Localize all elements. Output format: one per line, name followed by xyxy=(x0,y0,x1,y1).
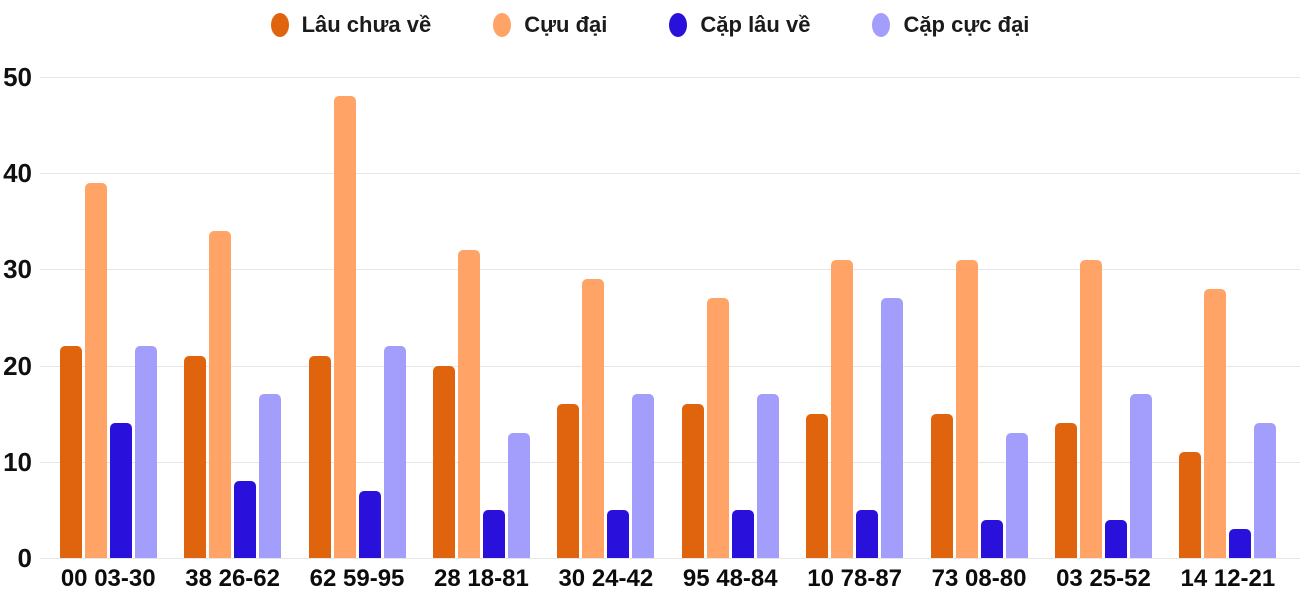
bar-group xyxy=(917,77,1041,558)
bar-group xyxy=(544,77,668,558)
bar[interactable] xyxy=(1254,423,1277,558)
legend-label: Cặp lâu về xyxy=(700,12,811,37)
y-axis: 0 10 20 30 40 50 xyxy=(0,64,40,571)
legend-item[interactable]: Cặp lâu về xyxy=(669,12,810,38)
bar[interactable] xyxy=(1005,432,1028,558)
bar[interactable] xyxy=(134,346,157,558)
x-tick-label: 30 24-42 xyxy=(558,565,654,592)
bar[interactable] xyxy=(806,413,829,558)
bar[interactable] xyxy=(1179,452,1202,558)
gridline xyxy=(40,461,1300,463)
bar[interactable] xyxy=(383,346,406,558)
bar-group xyxy=(1041,77,1165,558)
bar[interactable] xyxy=(432,365,455,558)
legend-marker-icon xyxy=(872,13,891,37)
bar[interactable] xyxy=(109,423,132,558)
legend-label: Cặp cực đại xyxy=(903,12,1030,37)
chart-area: 0 10 20 30 40 50 xyxy=(0,64,1300,571)
legend-marker-icon xyxy=(270,13,289,37)
gridline xyxy=(40,365,1300,367)
bar[interactable] xyxy=(980,519,1003,558)
bar[interactable] xyxy=(234,481,257,558)
legend-label: Cựu đại xyxy=(524,12,608,37)
bar-group xyxy=(792,77,916,558)
bar[interactable] xyxy=(1129,394,1152,558)
bar[interactable] xyxy=(308,355,331,558)
bar[interactable] xyxy=(507,432,530,558)
bar[interactable] xyxy=(457,250,480,558)
x-tick-label: 95 48-84 xyxy=(682,565,778,592)
x-tick-label: 03 25-52 xyxy=(1056,565,1151,592)
x-tick-label: 73 08-80 xyxy=(931,565,1027,592)
legend-marker-icon xyxy=(669,13,688,37)
gridline xyxy=(40,77,1300,78)
bar[interactable] xyxy=(582,279,605,558)
y-tick-label: 30 xyxy=(3,254,32,285)
bar-group xyxy=(1166,77,1290,558)
bar[interactable] xyxy=(1054,423,1077,558)
bar[interactable] xyxy=(1204,288,1227,558)
bar-group xyxy=(295,77,419,558)
gridline xyxy=(40,269,1300,271)
bar[interactable] xyxy=(930,413,953,558)
bar[interactable] xyxy=(681,404,704,558)
bar[interactable] xyxy=(1079,259,1102,558)
legend-item[interactable]: Cựu đại xyxy=(493,12,607,38)
bar[interactable] xyxy=(632,394,655,558)
legend-item[interactable]: Lâu chưa về xyxy=(270,12,432,38)
bar[interactable] xyxy=(756,394,779,558)
bar-group xyxy=(46,77,170,558)
legend-marker-icon xyxy=(493,13,512,37)
plot-area xyxy=(40,77,1300,559)
y-tick-label: 0 xyxy=(17,543,32,573)
bar[interactable] xyxy=(358,490,381,558)
bar[interactable] xyxy=(259,394,282,558)
x-tick-label: 10 78-87 xyxy=(807,565,903,592)
gridline xyxy=(40,173,1300,175)
legend-label: Lâu chưa về xyxy=(301,12,432,37)
y-tick-label: 40 xyxy=(3,158,32,189)
bar[interactable] xyxy=(881,298,904,558)
x-tick-label: 00 03-30 xyxy=(60,565,156,592)
bar[interactable] xyxy=(607,509,630,558)
bar[interactable] xyxy=(831,259,854,558)
bar[interactable] xyxy=(184,355,207,558)
bar[interactable] xyxy=(59,346,82,558)
bar[interactable] xyxy=(209,230,232,558)
bar[interactable] xyxy=(557,404,580,558)
gridline xyxy=(40,558,1300,559)
bar-group xyxy=(668,77,792,558)
bar[interactable] xyxy=(856,509,879,558)
y-tick-label: 20 xyxy=(3,350,32,381)
bar[interactable] xyxy=(1229,529,1252,558)
bar[interactable] xyxy=(1104,519,1127,558)
x-tick-label: 28 18-81 xyxy=(434,565,529,592)
bar[interactable] xyxy=(706,298,729,558)
bar[interactable] xyxy=(955,259,978,558)
x-tick-label: 14 12-21 xyxy=(1180,565,1276,592)
x-tick-label: 38 26-62 xyxy=(185,565,280,592)
bar-groups xyxy=(40,77,1300,558)
bar-group xyxy=(170,77,294,558)
x-tick-label: 62 59-95 xyxy=(309,565,405,592)
bar-group xyxy=(419,77,543,558)
y-tick-label: 50 xyxy=(3,62,32,92)
bar[interactable] xyxy=(84,182,107,558)
legend: Lâu chưa về Cựu đại Cặp lâu về Cặp cực đại xyxy=(0,0,1300,50)
y-tick-label: 10 xyxy=(3,446,32,477)
legend-item[interactable]: Cặp cực đại xyxy=(872,12,1029,38)
bar[interactable] xyxy=(731,509,754,558)
x-axis: 00 03-30 38 26-62 62 59-95 28 18-81 30 24-42… xyxy=(40,565,1300,592)
bar[interactable] xyxy=(333,96,356,558)
bar[interactable] xyxy=(482,509,505,558)
